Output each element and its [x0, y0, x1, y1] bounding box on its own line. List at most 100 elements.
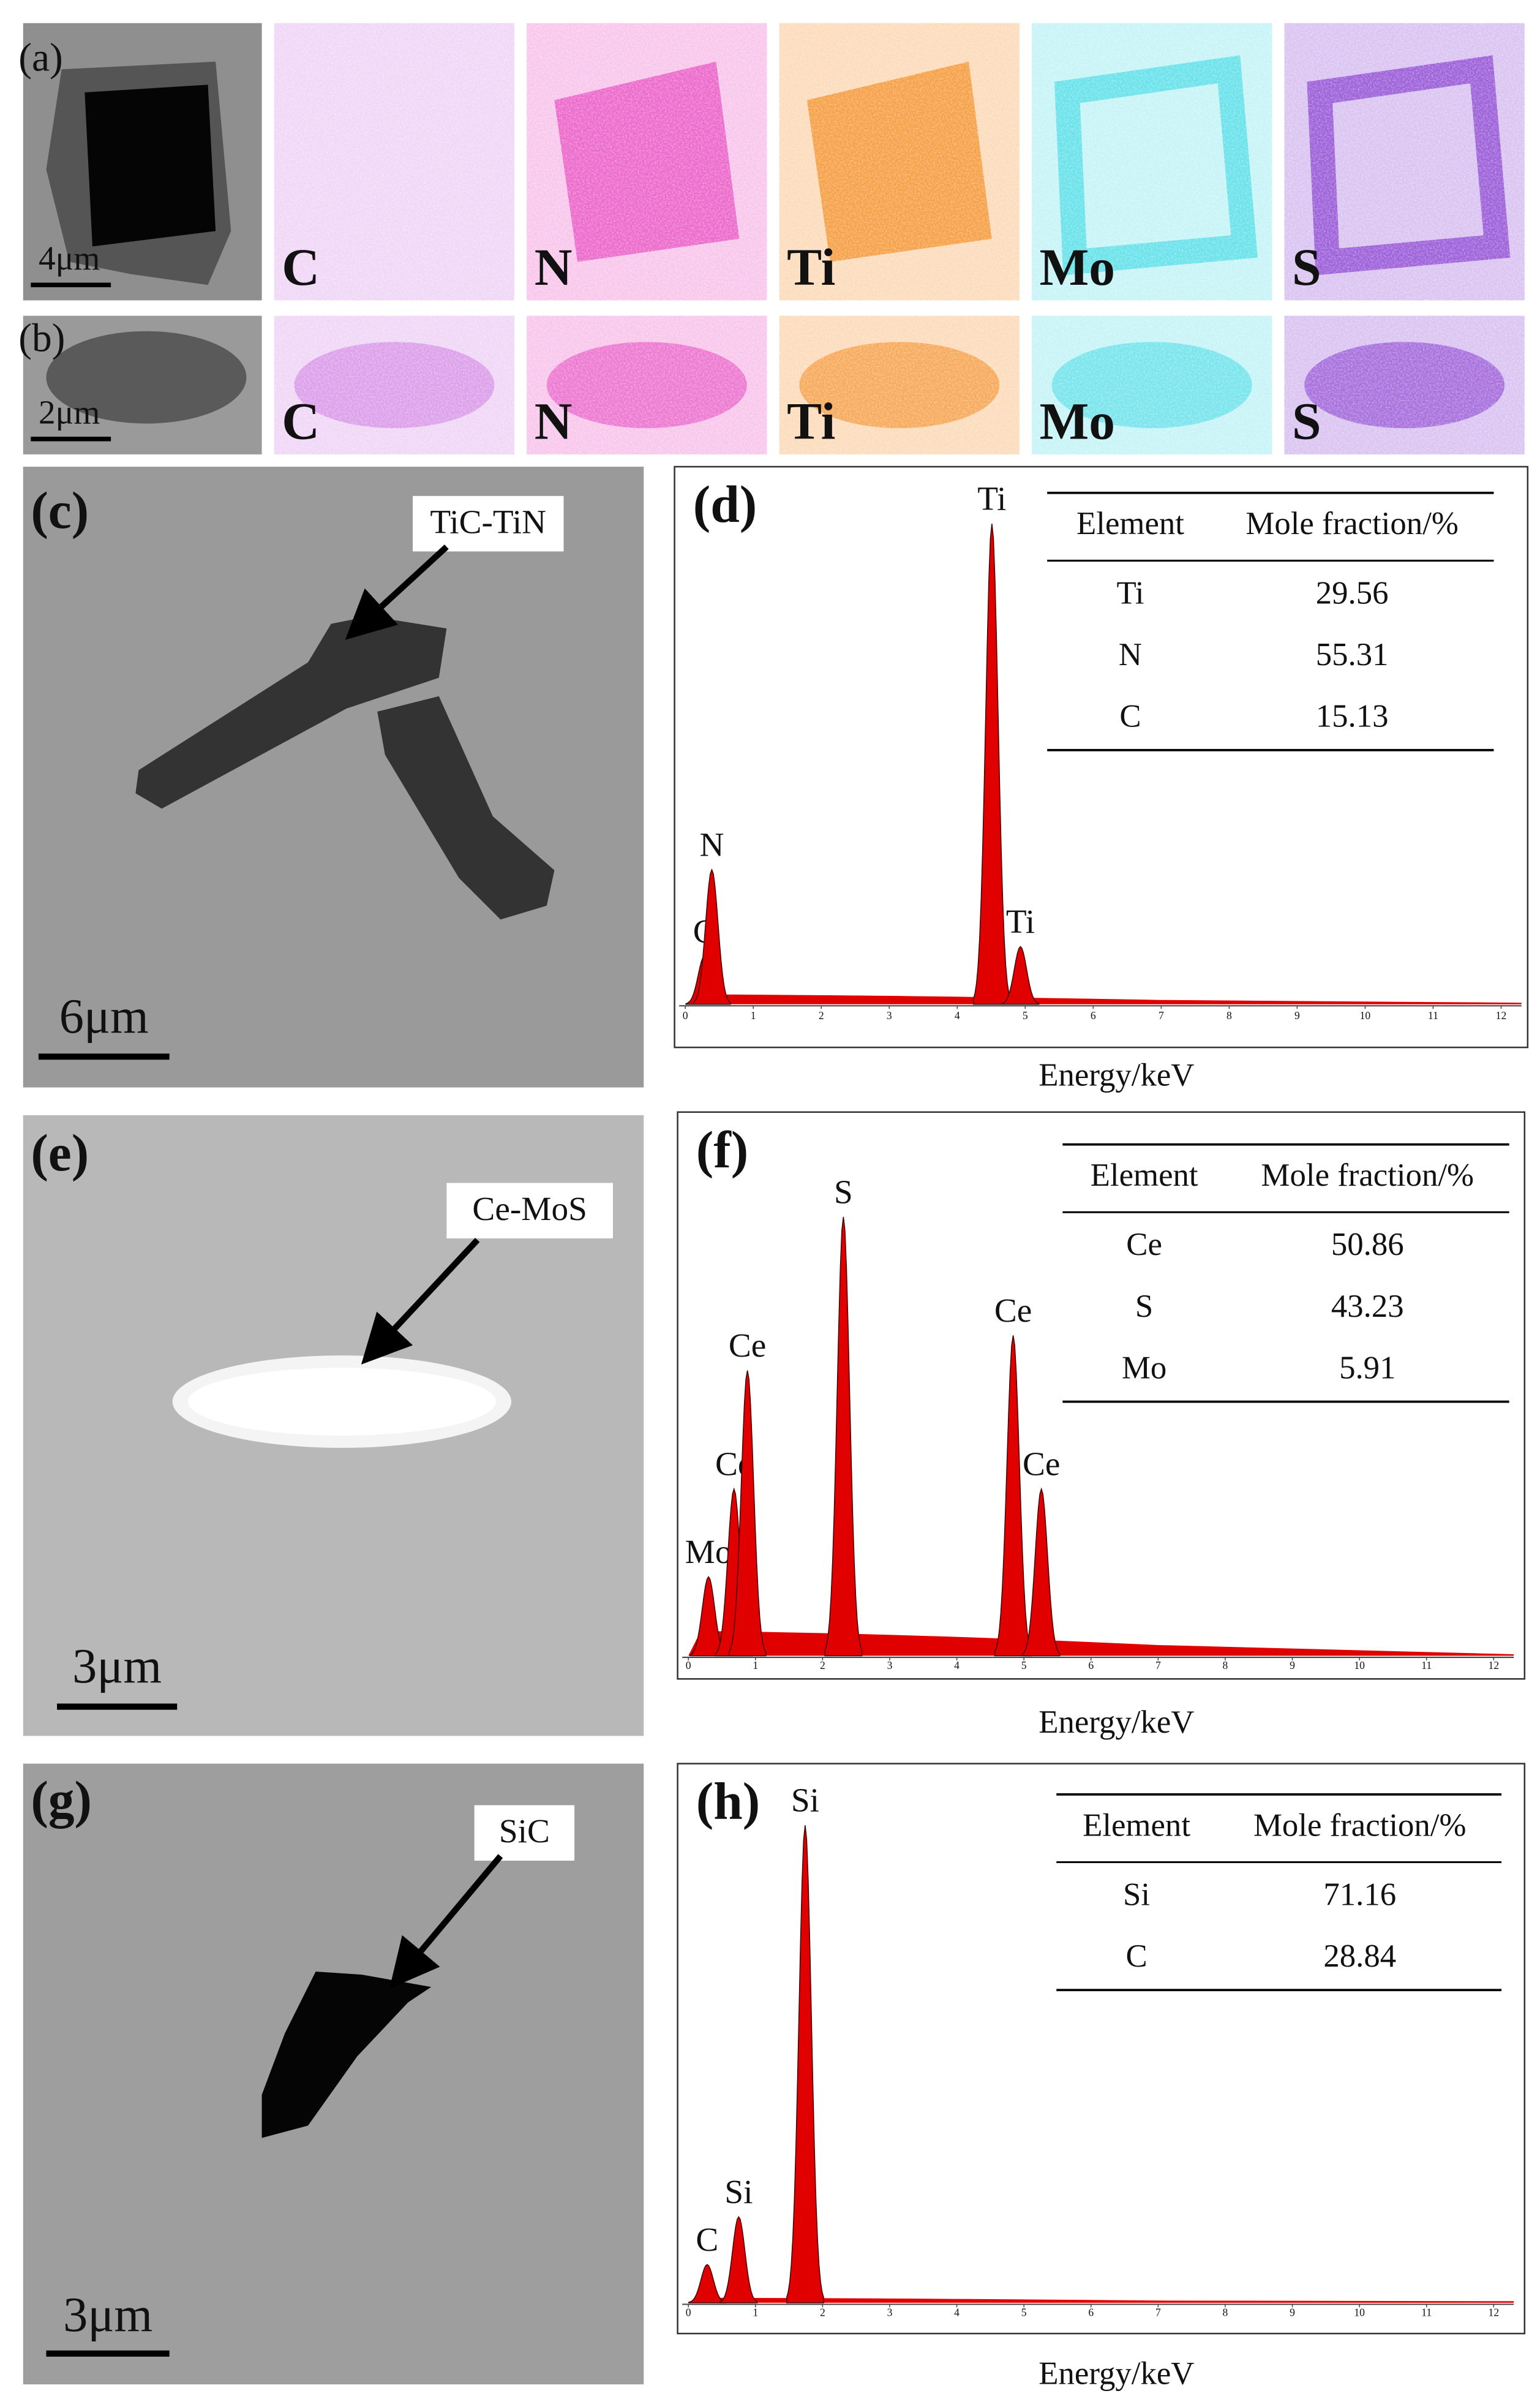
x-tick-label: 1: [753, 2306, 758, 2318]
element-map: [779, 315, 1020, 454]
map-element-label: S: [1292, 393, 1321, 450]
x-tick-label: 4: [955, 1009, 960, 1022]
peak-label: N: [700, 826, 724, 864]
x-tick-label: 1: [753, 1659, 758, 1671]
panel-label: (c): [31, 482, 89, 540]
map-noise: [1284, 23, 1525, 301]
x-tick-label: 2: [820, 1659, 825, 1671]
x-axis-label: Energy/keV: [1039, 1058, 1194, 1093]
peak-label: Si: [791, 1782, 819, 1819]
map-noise: [1032, 23, 1272, 301]
map-element-label: S: [1292, 239, 1321, 296]
x-axis-label: Energy/keV: [1039, 1704, 1194, 1740]
peak: [728, 1370, 767, 1657]
x-tick-label: 11: [1421, 2306, 1432, 2318]
table-header: Element: [1091, 1158, 1198, 1193]
chart-frame: [677, 1111, 1526, 1680]
map-noise: [779, 315, 1020, 454]
x-tick-label: 7: [1159, 1009, 1164, 1022]
table-cell: Ce: [1126, 1227, 1162, 1262]
continuum: [685, 994, 1522, 1004]
x-tick-label: 6: [1091, 1009, 1096, 1022]
x-tick-label: 10: [1354, 2306, 1365, 2318]
element-map: [527, 315, 767, 454]
peak-label: Ce: [729, 1327, 766, 1364]
element-map: [527, 23, 767, 301]
table-cell: C: [1119, 699, 1141, 734]
element-map: [274, 23, 515, 301]
table-header: Mole fraction/%: [1253, 1807, 1466, 1843]
x-tick-label: 4: [954, 2306, 960, 2318]
scale-bar-label: 4μm: [39, 239, 100, 277]
x-tick-label: 11: [1421, 1659, 1432, 1671]
peak: [1022, 1487, 1061, 1657]
map-noise: [527, 23, 767, 301]
element-map: [274, 315, 515, 454]
map-noise: [527, 315, 767, 454]
table-cell: 43.23: [1331, 1289, 1404, 1324]
peak: [824, 1216, 863, 1657]
x-tick-label: 5: [1023, 1009, 1028, 1022]
x-tick-label: 9: [1290, 1659, 1295, 1671]
arrow: [361, 1238, 480, 1365]
x-tick-label: 8: [1223, 1659, 1228, 1671]
panel-label: (f): [696, 1121, 748, 1179]
element-map: [779, 23, 1020, 301]
x-tick-label: 0: [683, 1009, 688, 1022]
map-noise: [779, 23, 1020, 301]
x-tick-label: 12: [1496, 1009, 1507, 1022]
scale-bar-label: 3μm: [72, 1639, 162, 1693]
x-tick-label: 3: [887, 1659, 893, 1671]
table-cell: 5.91: [1339, 1350, 1395, 1385]
peak-label: Ce: [994, 1292, 1032, 1329]
table-cell: Ti: [1116, 575, 1144, 611]
annotation-box: [474, 1805, 575, 1861]
continuum: [688, 2297, 1514, 2303]
particle-core: [85, 85, 216, 247]
map-noise: [274, 315, 515, 454]
map-element-label: N: [535, 239, 573, 296]
x-tick-label: 10: [1354, 1659, 1365, 1671]
x-tick-label: 12: [1489, 2306, 1500, 2318]
table-header: Mole fraction/%: [1261, 1158, 1474, 1193]
x-tick-label: 5: [1021, 1659, 1027, 1671]
particle: [135, 616, 447, 809]
annotation-box: [413, 495, 564, 552]
x-tick-label: 8: [1226, 1009, 1232, 1022]
scale-bar-label: 2μm: [39, 394, 100, 431]
x-tick-label: 9: [1290, 2306, 1295, 2318]
peak: [719, 2215, 758, 2303]
peak-label: Ti: [977, 480, 1006, 518]
table-cell: 55.31: [1316, 637, 1389, 672]
particle: [261, 1972, 432, 2138]
peak-label: Ce: [1023, 1445, 1060, 1483]
x-tick-label: 6: [1088, 2306, 1094, 2318]
element-map: [1284, 23, 1525, 301]
table-cell: 28.84: [1323, 1938, 1396, 1974]
x-tick-label: 3: [887, 1009, 892, 1022]
particle: [377, 696, 555, 920]
map-noise: [274, 23, 515, 301]
x-tick-label: 7: [1155, 1659, 1161, 1671]
panel-label: (g): [31, 1771, 92, 1829]
map-element-label: Mo: [1040, 239, 1115, 296]
panel-label: (b): [18, 316, 65, 360]
peak: [972, 523, 1011, 1005]
x-tick-label: 0: [686, 1659, 691, 1671]
x-tick-label: 7: [1155, 2306, 1161, 2318]
x-tick-label: 6: [1088, 1659, 1094, 1671]
table-cell: C: [1125, 1938, 1147, 1974]
annotation: SiC: [499, 1812, 550, 1850]
scale-bar-label: 6μm: [59, 989, 149, 1044]
panel-label: (d): [693, 476, 757, 533]
table-header: Element: [1083, 1807, 1190, 1843]
x-tick-label: 3: [887, 2306, 893, 2318]
peak: [1001, 946, 1040, 1005]
table-cell: N: [1119, 637, 1142, 672]
x-tick-label: 10: [1360, 1009, 1371, 1022]
peak-label: Ti: [1006, 903, 1035, 940]
element-map: [1032, 23, 1272, 301]
map-element-label: N: [535, 393, 573, 450]
peak-label: Si: [724, 2173, 753, 2210]
